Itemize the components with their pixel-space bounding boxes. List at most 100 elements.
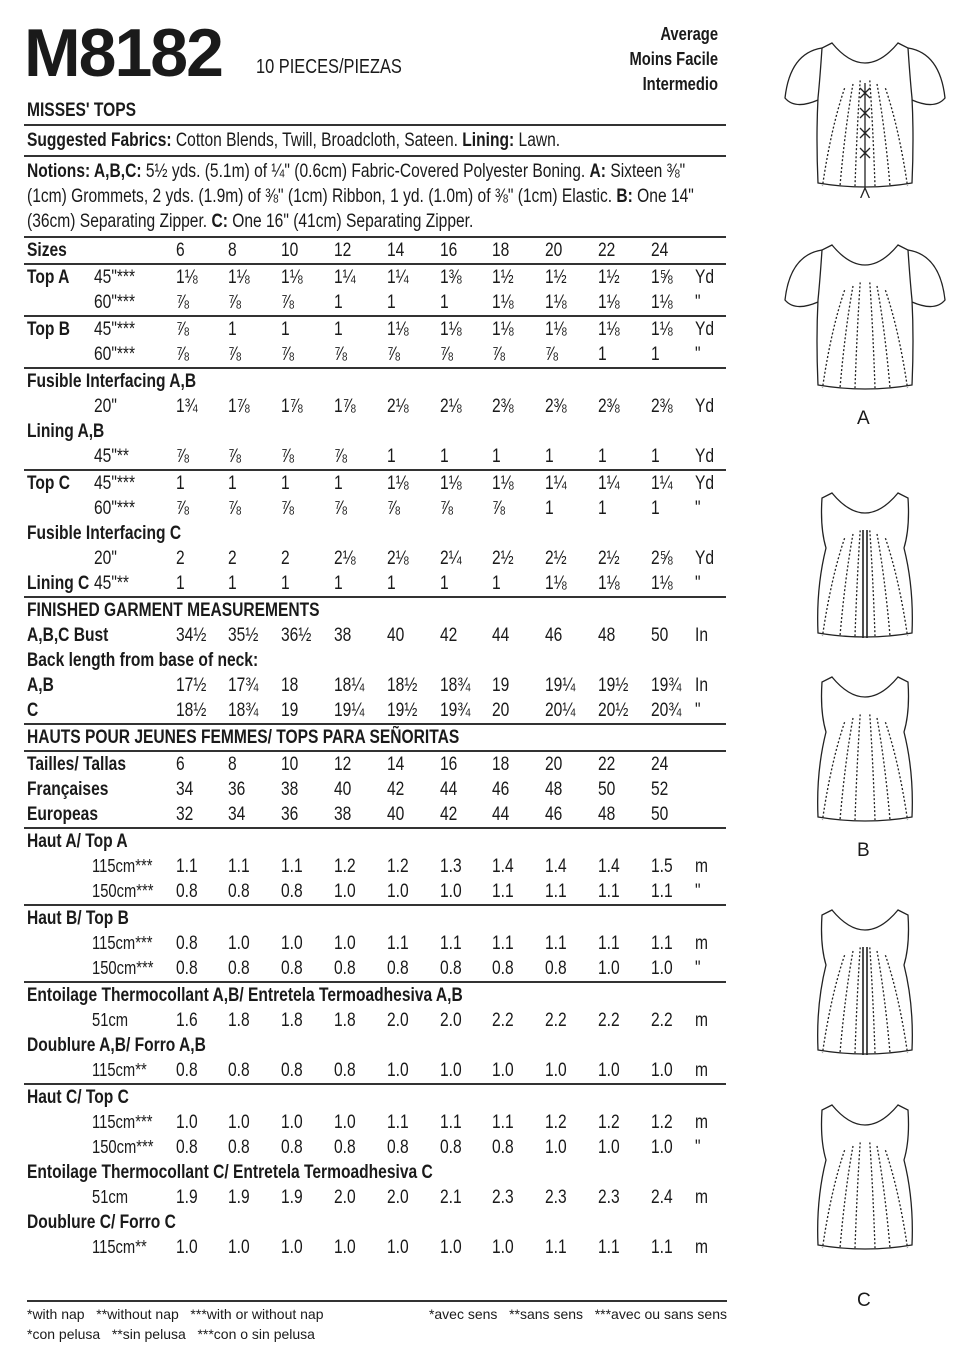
value-cell: 1⅛ — [651, 319, 673, 340]
value-cell: 19 — [492, 675, 510, 696]
value-cell: 1.1 — [598, 933, 620, 954]
fabric-width: 45"** — [94, 446, 129, 467]
value-cell: ⅞ — [281, 344, 295, 365]
value-cell: 2.0 — [334, 1187, 356, 1208]
value-cell: 1 — [176, 473, 185, 494]
unit-label: Yd — [695, 319, 715, 340]
value-cell: 0.8 — [387, 958, 409, 979]
value-cell: 0.8 — [545, 958, 567, 979]
unit-label: " — [695, 700, 701, 721]
fabric-width: 20" — [94, 396, 117, 417]
view-c-back-illustration — [817, 1104, 913, 1250]
value-cell: 17½ — [176, 675, 207, 696]
value-cell: 1⅛ — [228, 267, 250, 288]
value-cell: 1.4 — [492, 856, 514, 877]
value-cell: 2.2 — [545, 1010, 567, 1031]
value-cell: 1.0 — [176, 1237, 198, 1258]
value-cell: 1.0 — [440, 1237, 462, 1258]
value-cell: 1⅛ — [492, 292, 514, 313]
value-cell: ⅞ — [440, 498, 454, 519]
row-label: Fusible Interfacing A,B — [27, 371, 197, 392]
value-cell: 1.0 — [651, 1137, 673, 1158]
value-cell: 22 — [598, 240, 616, 261]
value-cell: 1.2 — [387, 856, 409, 877]
value-cell: 40 — [387, 804, 405, 825]
value-cell: 34 — [228, 804, 246, 825]
value-cell: ⅞ — [334, 344, 348, 365]
value-cell: 2.2 — [598, 1010, 620, 1031]
value-cell: 20 — [545, 240, 563, 261]
unit-label: Yd — [695, 548, 715, 569]
value-cell: 0.8 — [334, 958, 356, 979]
row-label: Haut B/ Top B — [27, 908, 129, 929]
value-cell: 1.0 — [281, 933, 303, 954]
value-cell: 1⅛ — [492, 319, 514, 340]
value-cell: 1.0 — [228, 1112, 250, 1133]
value-cell: 2⅛ — [387, 396, 409, 417]
value-cell: 46 — [492, 779, 510, 800]
value-cell: 1.1 — [651, 881, 673, 902]
value-cell: 10 — [281, 240, 299, 261]
value-cell: 34½ — [176, 625, 207, 646]
value-cell: 1½ — [492, 267, 514, 288]
table-row: 150cm*** 0.8 0.8 0.8 0.8 0.8 0.8 0.8 0.8 1.0 1.0 " — [24, 956, 726, 981]
value-cell: 1¾ — [176, 396, 198, 417]
value-cell: 1⅜ — [440, 267, 462, 288]
unit-label: " — [695, 1137, 701, 1158]
value-cell: 2.0 — [387, 1187, 409, 1208]
value-cell: 20¾ — [651, 700, 682, 721]
value-cell: 44 — [492, 625, 510, 646]
row-label: Top B — [27, 319, 70, 340]
table-row: Top B 45"*** ⅞ 1 1 1 1⅛ 1⅛ 1⅛ 1⅛ 1⅛ 1⅛ Yd — [24, 315, 726, 342]
fabric-width: 115cm*** — [92, 933, 153, 953]
value-cell: 1.0 — [228, 1237, 250, 1258]
value-cell: 6 — [176, 754, 185, 775]
value-cell: 1 — [281, 473, 290, 494]
value-cell: 1.0 — [281, 1112, 303, 1133]
table-row: 20" 2 2 2 2⅛ 2⅛ 2¼ 2½ 2½ 2½ 2⅝ Yd — [24, 546, 726, 571]
table-row: Lining A,B — [24, 419, 726, 444]
value-cell: 19¼ — [334, 700, 365, 721]
table-row: Tailles/ Tallas 6 8 10 12 14 16 18 20 22 24 — [24, 750, 726, 777]
view-label-a: A — [857, 408, 870, 429]
value-cell: 1.1 — [492, 933, 514, 954]
value-cell: 46 — [545, 625, 563, 646]
fabric-width: 60"*** — [94, 498, 136, 519]
value-cell: 1 — [334, 319, 343, 340]
value-cell: 1.1 — [545, 881, 567, 902]
value-cell: 1.1 — [598, 881, 620, 902]
value-cell: 1 — [545, 498, 554, 519]
value-cell: 2⅜ — [545, 396, 567, 417]
value-cell: 1.2 — [545, 1112, 567, 1133]
value-cell: 1.1 — [492, 1112, 514, 1133]
value-cell: 1 — [492, 573, 501, 594]
value-cell: 1.2 — [598, 1112, 620, 1133]
value-cell: 2⅜ — [651, 396, 673, 417]
value-cell: 0.8 — [176, 933, 198, 954]
value-cell: 1 — [387, 573, 396, 594]
table-row: Entoilage Thermocollant C/ Entretela Ter… — [24, 1160, 726, 1185]
value-cell: 1.2 — [651, 1112, 673, 1133]
view-label-b: B — [857, 840, 870, 861]
value-cell: ⅞ — [281, 446, 295, 467]
fabric-width: 20" — [94, 548, 117, 569]
value-cell: 2⅛ — [334, 548, 356, 569]
value-cell: 1 — [334, 473, 343, 494]
value-cell: ⅞ — [334, 498, 348, 519]
value-cell: 38 — [334, 625, 352, 646]
unit-label: " — [695, 498, 701, 519]
value-cell: 1 — [334, 292, 343, 313]
value-cell: 1⅛ — [492, 473, 514, 494]
value-cell: 1.0 — [440, 881, 462, 902]
value-cell: 10 — [281, 754, 299, 775]
value-cell: ⅞ — [387, 498, 401, 519]
row-label: Back length from base of neck: — [27, 650, 259, 671]
value-cell: 1⅞ — [228, 396, 250, 417]
unit-label: m — [695, 1187, 708, 1208]
value-cell: 20 — [492, 700, 510, 721]
value-cell: 1.4 — [545, 856, 567, 877]
value-cell: 20½ — [598, 700, 629, 721]
suggested-fabrics: Suggested Fabrics: Cotton Blends, Twill,… — [24, 124, 726, 155]
table-row: A,B 17½ 17¾ 18 18¼ 18½ 18¾ 19 19¼ 19½ 19¾ In — [24, 673, 726, 698]
value-cell: 0.8 — [492, 1137, 514, 1158]
